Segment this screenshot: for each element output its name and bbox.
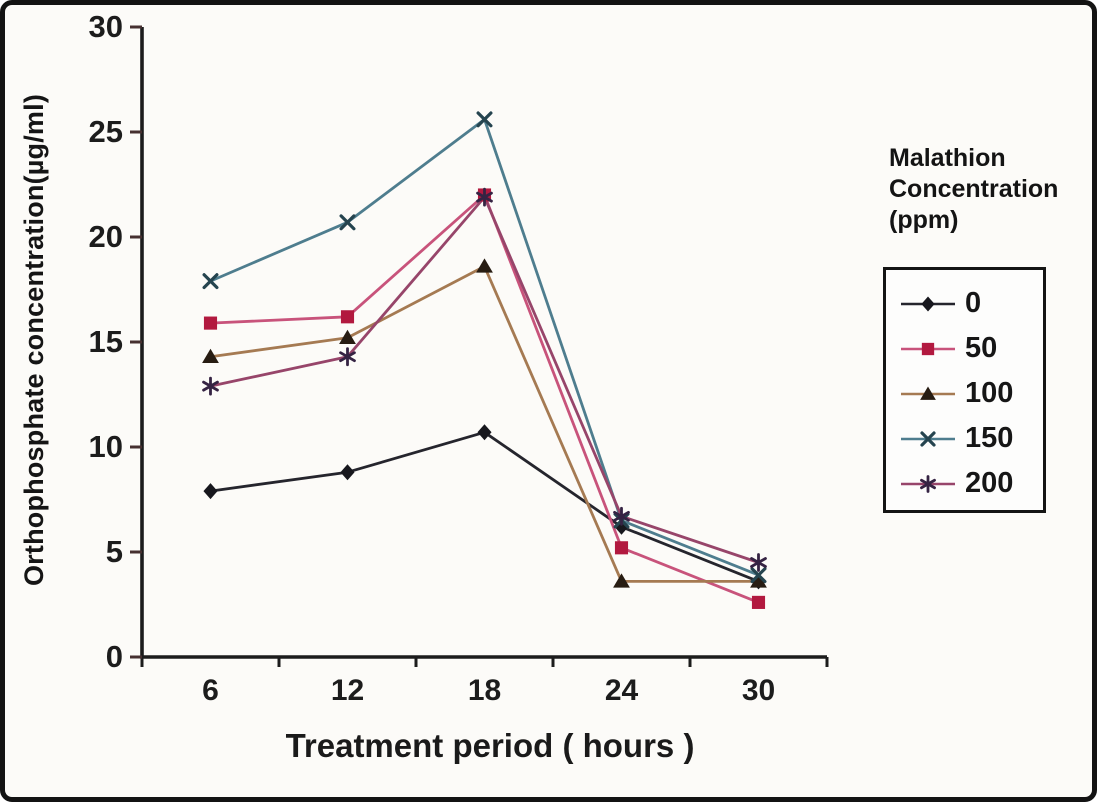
legend-entry-label: 50 [965,332,998,364]
diamond-marker [203,483,218,500]
y-tick-label: 20 [88,219,123,254]
legend-entry-label: 100 [965,377,1014,409]
legend-entry-50: 50 [900,326,1043,371]
series-markers-50 [203,188,766,609]
asterisk-marker [339,347,356,367]
y-axis-ticks [130,25,142,659]
square-marker [751,595,766,609]
legend-entry-150: 150 [900,416,1043,461]
diamond-marker [614,518,629,535]
series-markers-100 [202,258,767,588]
legend-sample-asterisk [901,474,955,493]
x-tick-label: 12 [330,674,365,707]
x-marker [202,273,219,290]
legend-entry-0: 0 [900,281,1043,326]
legend-entry-label: 200 [965,467,1014,499]
y-tick-label: 25 [88,114,123,149]
legend-box: 0 50 100 150 200 [883,267,1046,513]
square-marker [203,316,218,330]
diamond-marker [921,296,935,311]
legend-sample-square [901,342,955,355]
y-tick-label: 30 [88,9,123,44]
square-marker [340,310,355,324]
x-tick-label: 6 [202,674,219,707]
triangle-marker [920,386,936,400]
asterisk-marker [750,553,767,572]
x-marker [920,430,936,447]
y-tick-label: 5 [105,534,123,569]
y-tick-label: 10 [88,429,123,464]
x-tick-label: 18 [467,674,502,707]
triangle-marker [613,573,630,588]
legend-title: Malathion Concentration (ppm) [889,144,1059,234]
y-tick-label: 0 [105,639,123,674]
legend-sample-x [901,430,955,447]
series-line-0 [210,430,760,583]
chart-plot-area [130,25,829,667]
legend-entry-label: 150 [965,422,1014,454]
triangle-marker [339,329,356,345]
diamond-marker [477,424,492,441]
series-line-200 [210,195,759,564]
asterisk-marker [202,376,219,396]
x-axis-ticks [140,657,829,667]
legend-sample-triangle [901,386,955,400]
series-markers-200 [202,187,767,572]
y-tick-label: 15 [88,324,123,359]
x-marker [339,214,356,231]
series-markers-150 [202,111,767,584]
x-tick-label: 30 [741,674,776,707]
square-marker [921,342,935,355]
asterisk-marker [613,506,630,526]
asterisk-marker [476,187,493,207]
x-axis-title: Treatment period ( hours ) [285,727,695,764]
x-marker [750,567,767,584]
x-marker [476,111,493,128]
legend-entry-label: 0 [965,287,982,319]
triangle-marker [202,348,219,363]
triangle-marker [750,573,767,588]
legend-entry-100: 100 [900,371,1043,416]
triangle-marker [476,258,493,273]
legend-entry-200: 200 [900,461,1043,506]
square-marker [614,541,629,555]
x-tick-label: 24 [604,674,639,707]
series-markers-0 [203,424,766,590]
diamond-marker [340,464,355,481]
legend-sample-diamond [901,296,955,311]
asterisk-marker [920,474,936,493]
